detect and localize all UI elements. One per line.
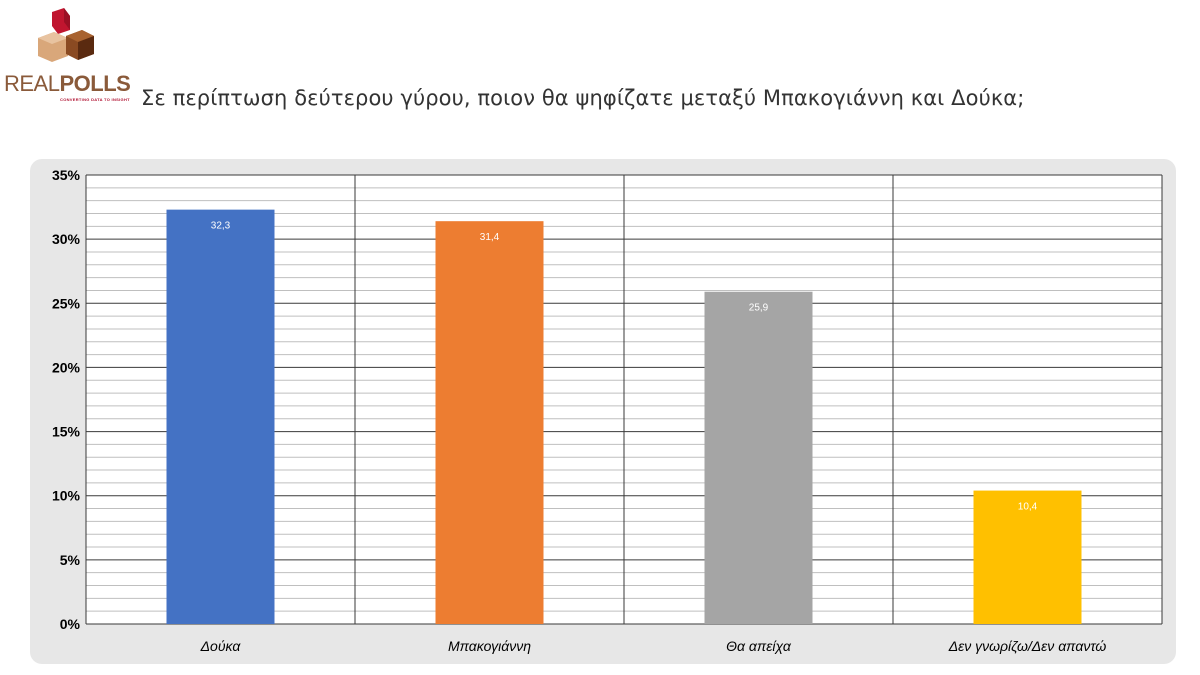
bar: [166, 209, 275, 624]
x-tick-label: Θα απείχα: [726, 638, 792, 654]
x-tick-label: Δεν γνωρίζω/Δεν απαντώ: [948, 638, 1107, 654]
chart-panel: 0% 5% 10% 15% 20% 25% 30% 35% 32,3 Δούκα 31,4 Μπακο…: [30, 159, 1176, 664]
logo-cubes-icon: [38, 8, 94, 62]
y-tick-label: 35%: [52, 167, 81, 183]
bar: [435, 221, 544, 624]
logo-wordmark: REALPOLLS: [4, 71, 131, 96]
logo-tagline: CONVERTING DATA TO INSIGHT: [60, 97, 130, 102]
y-tick-label: 0%: [60, 616, 81, 632]
x-tick-label: Δούκα: [200, 638, 242, 654]
y-tick-label: 15%: [52, 424, 81, 440]
bar: [704, 291, 813, 624]
y-tick-label: 10%: [52, 488, 81, 504]
x-tick-label: Μπακογιάννη: [448, 638, 531, 654]
y-tick-label: 30%: [52, 231, 81, 247]
bar-chart: 0% 5% 10% 15% 20% 25% 30% 35% 32,3 Δούκα 31,4 Μπακο…: [52, 167, 1163, 654]
page-title: Σε περίπτωση δεύτερου γύρου, ποιον θα ψη…: [141, 86, 1025, 110]
realpolls-logo: REALPOLLS CONVERTING DATA TO INSIGHT: [2, 8, 134, 104]
y-tick-label: 25%: [52, 295, 81, 311]
data-label: 32,3: [211, 221, 231, 232]
y-tick-label: 20%: [52, 359, 81, 375]
data-label: 25,9: [749, 303, 769, 314]
y-tick-label: 5%: [60, 552, 81, 568]
data-label: 31,4: [480, 232, 500, 243]
bar: [973, 490, 1082, 624]
data-label: 10,4: [1018, 502, 1038, 513]
